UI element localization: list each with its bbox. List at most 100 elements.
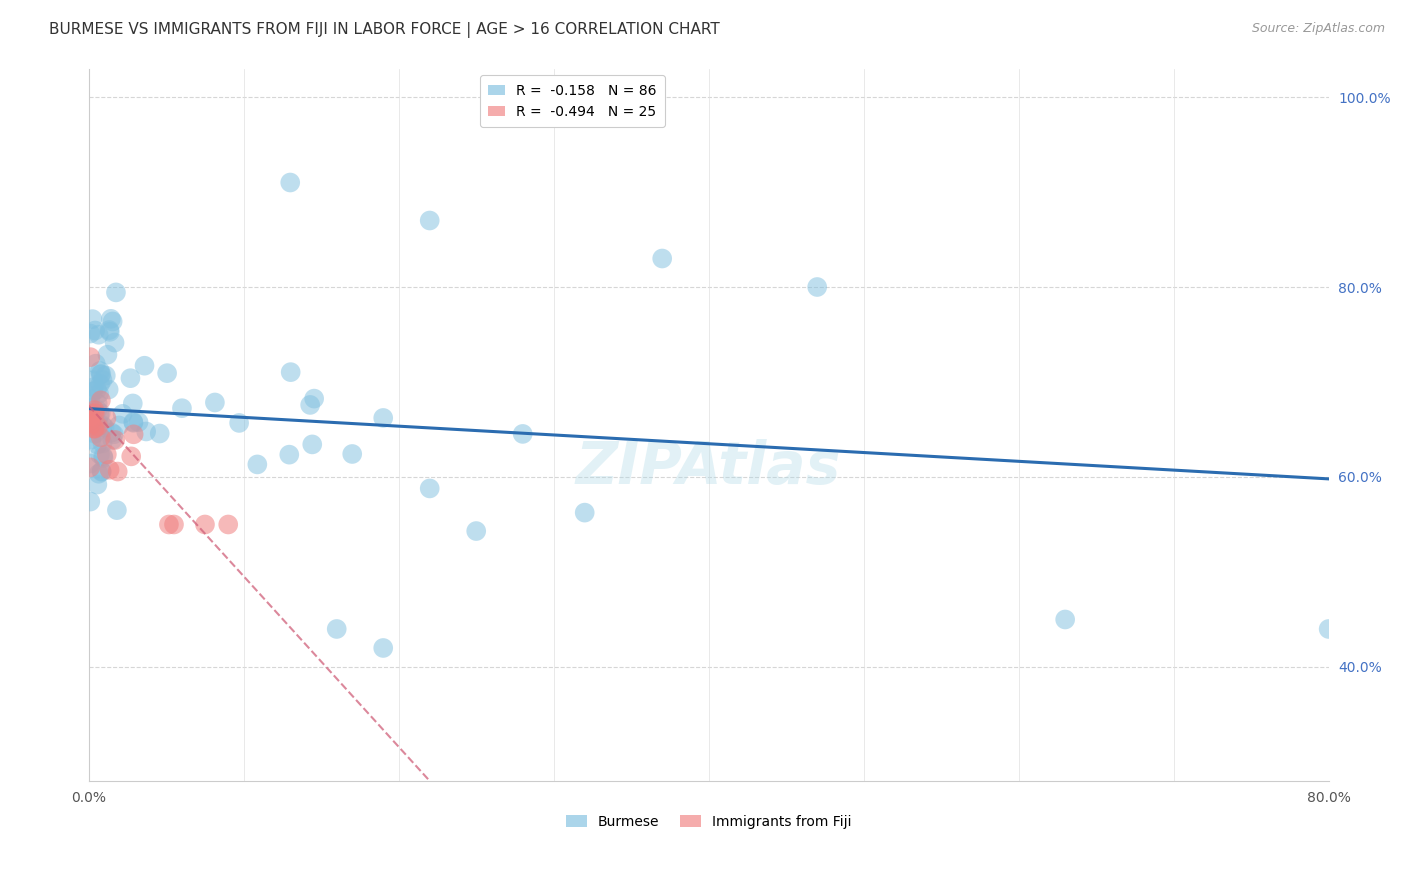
Point	[103, 335, 125, 350]
Point	[278, 448, 301, 462]
Point	[373, 411, 395, 425]
Point	[80, 433, 103, 447]
Point	[87, 419, 110, 434]
Point	[96, 411, 118, 425]
Point	[228, 416, 250, 430]
Point	[87, 386, 110, 401]
Point	[79, 406, 101, 420]
Point	[90, 393, 112, 408]
Point	[98, 325, 121, 339]
Point	[83, 403, 105, 417]
Point	[96, 447, 118, 461]
Point	[299, 398, 322, 412]
Point	[89, 408, 111, 422]
Point	[96, 348, 118, 362]
Point	[104, 285, 127, 300]
Point	[79, 457, 101, 471]
Point	[86, 383, 108, 397]
Point	[90, 430, 112, 444]
Point	[574, 506, 596, 520]
Point	[87, 417, 110, 432]
Point	[89, 368, 111, 382]
Point	[135, 425, 157, 439]
Point	[103, 427, 125, 442]
Point	[83, 422, 105, 436]
Point	[86, 437, 108, 451]
Point	[156, 366, 179, 380]
Point	[93, 450, 115, 465]
Point	[120, 371, 142, 385]
Point	[280, 365, 302, 379]
Point	[87, 327, 110, 342]
Point	[325, 622, 347, 636]
Point	[278, 176, 301, 190]
Point	[246, 458, 269, 472]
Point	[157, 517, 180, 532]
Point	[91, 436, 114, 450]
Point	[79, 401, 101, 415]
Point	[134, 359, 156, 373]
Point	[84, 421, 107, 435]
Point	[83, 417, 105, 432]
Point	[86, 477, 108, 491]
Point	[87, 467, 110, 481]
Point	[89, 376, 111, 391]
Point	[122, 416, 145, 430]
Point	[149, 426, 172, 441]
Point	[108, 418, 131, 433]
Point	[98, 463, 121, 477]
Point	[98, 323, 121, 337]
Point	[79, 494, 101, 508]
Point	[83, 380, 105, 394]
Point	[82, 384, 104, 399]
Point	[419, 482, 441, 496]
Point	[105, 503, 128, 517]
Point	[101, 314, 124, 328]
Point	[86, 396, 108, 410]
Point	[194, 517, 217, 532]
Point	[170, 401, 193, 416]
Text: ZIPAtlas: ZIPAtlas	[576, 439, 841, 496]
Point	[111, 407, 134, 421]
Point	[122, 415, 145, 429]
Point	[91, 449, 114, 463]
Point	[465, 524, 488, 538]
Point	[121, 396, 143, 410]
Point	[1317, 622, 1340, 636]
Point	[107, 465, 129, 479]
Point	[79, 350, 101, 364]
Text: Source: ZipAtlas.com: Source: ZipAtlas.com	[1251, 22, 1385, 36]
Legend: Burmese, Immigrants from Fiji: Burmese, Immigrants from Fiji	[560, 809, 858, 835]
Point	[90, 406, 112, 420]
Point	[419, 213, 441, 227]
Point	[651, 252, 673, 266]
Point	[301, 437, 323, 451]
Point	[84, 357, 107, 371]
Point	[122, 427, 145, 442]
Point	[100, 425, 122, 440]
Point	[512, 426, 534, 441]
Point	[84, 324, 107, 338]
Point	[89, 364, 111, 378]
Point	[79, 416, 101, 430]
Point	[82, 312, 104, 326]
Point	[79, 409, 101, 424]
Point	[79, 392, 101, 406]
Point	[217, 517, 239, 532]
Point	[79, 418, 101, 433]
Point	[806, 280, 828, 294]
Point	[82, 373, 104, 387]
Point	[104, 433, 127, 447]
Point	[97, 383, 120, 397]
Point	[302, 392, 325, 406]
Point	[90, 464, 112, 478]
Point	[79, 326, 101, 341]
Point	[86, 402, 108, 417]
Point	[120, 450, 142, 464]
Point	[90, 465, 112, 479]
Point	[163, 517, 186, 532]
Point	[93, 420, 115, 434]
Point	[84, 406, 107, 420]
Point	[90, 367, 112, 381]
Point	[79, 421, 101, 435]
